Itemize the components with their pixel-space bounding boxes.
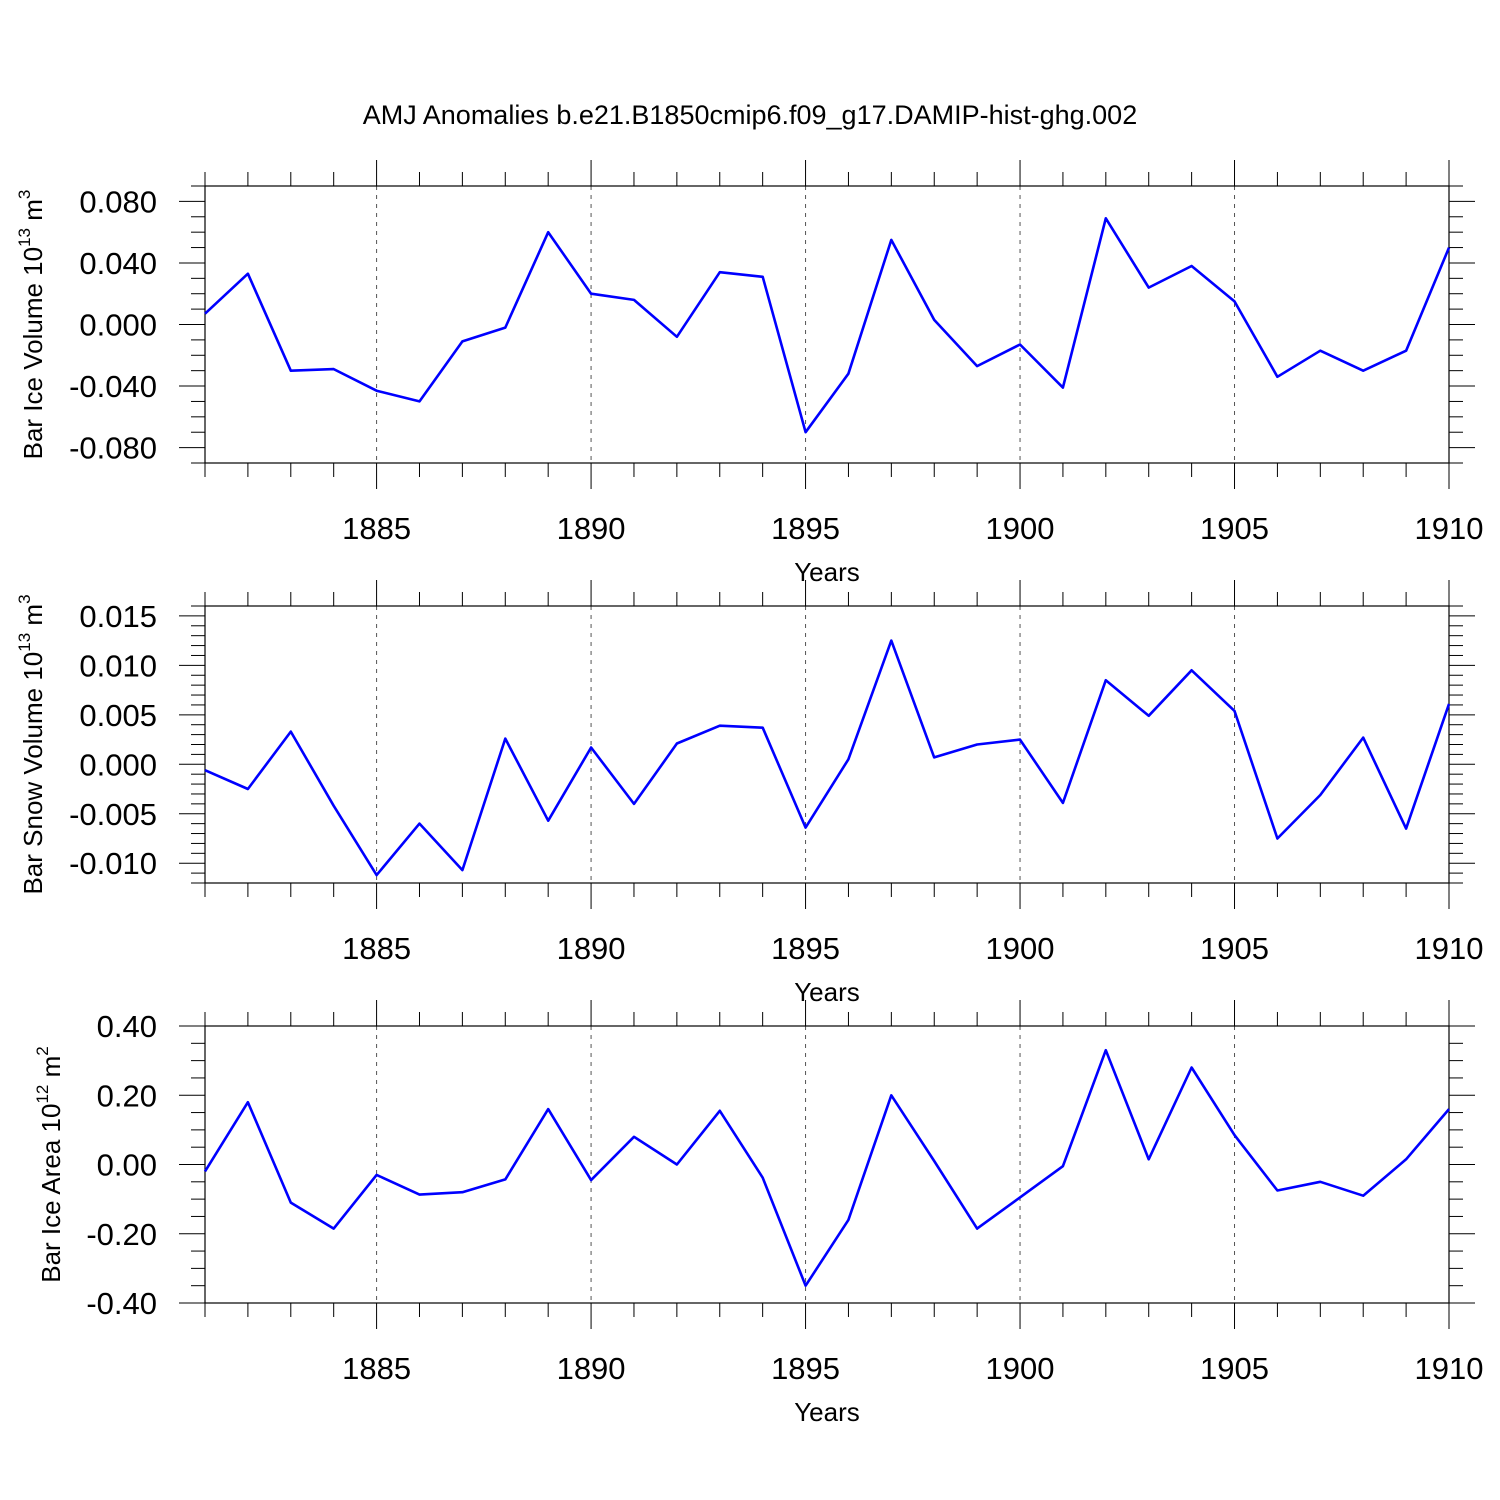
x-tick-label: 1900 [986, 511, 1055, 546]
plot-frame [204, 605, 1450, 884]
x-tick-label: 1910 [1415, 511, 1484, 546]
plot-frame [204, 185, 1450, 464]
y-tick-label: 0.20 [97, 1078, 157, 1113]
panel-1: 1885 1890 1895 1900 1905 1910 -0.080 -0.040 0.00… [15, 160, 1483, 587]
y-tick-label: 0.000 [79, 747, 157, 782]
x-tick-label: 1905 [1200, 1351, 1269, 1386]
panel-2: 1885 1890 1895 1900 1905 1910 -0.010 -0.005 0.00… [15, 580, 1483, 1007]
x-tick-label: 1895 [771, 931, 840, 966]
chart-title: AMJ Anomalies b.e21.B1850cmip6.f09_g17.D… [363, 100, 1137, 130]
y-tick-label: 0.040 [79, 246, 157, 281]
y-tick-label: -0.40 [86, 1286, 157, 1321]
x-tick-label: 1900 [986, 1351, 1055, 1386]
x-axis-label: Years [794, 977, 860, 1007]
y-tick-label: 0.000 [79, 308, 157, 343]
y-tick-label: 0.080 [79, 184, 157, 219]
x-tick-label: 1885 [342, 931, 411, 966]
x-tick-label: 1910 [1415, 931, 1484, 966]
panel-3: 1885 1890 1895 1900 1905 1910 -0.40 -0.20 0.00 0.… [33, 1000, 1483, 1427]
x-tick-label: 1910 [1415, 1351, 1484, 1386]
x-tick-label: 1900 [986, 931, 1055, 966]
x-tick-label: 1890 [557, 931, 626, 966]
x-tick-label: 1890 [557, 511, 626, 546]
x-tick-label: 1905 [1200, 931, 1269, 966]
x-tick-label: 1895 [771, 511, 840, 546]
x-axis-label: Years [794, 1397, 860, 1427]
y-tick-label: -0.005 [69, 797, 157, 832]
x-tick-label: 1885 [342, 511, 411, 546]
y-axis-label: Bar Snow Volume 1013 m3 [15, 594, 48, 894]
series-line [204, 639, 1451, 877]
y-tick-label: -0.040 [69, 369, 157, 404]
series-line [203, 1048, 1450, 1287]
y-tick-label: -0.080 [69, 431, 157, 466]
y-tick-label: 0.00 [97, 1148, 157, 1183]
x-tick-label: 1905 [1200, 511, 1269, 546]
x-tick-label: 1895 [771, 1351, 840, 1386]
x-axis-label: Years [794, 557, 860, 587]
y-tick-label: 0.005 [79, 698, 157, 733]
y-tick-label: 0.015 [79, 599, 157, 634]
y-tick-label: 0.40 [97, 1009, 157, 1044]
y-tick-label: 0.010 [79, 648, 157, 683]
plot-frame [204, 1025, 1450, 1304]
x-tick-label: 1890 [557, 1351, 626, 1386]
y-axis-label: Bar Ice Area 1012 m2 [33, 1046, 66, 1283]
y-tick-label: -0.010 [69, 846, 157, 881]
y-axis-label: Bar Ice Volume 1013 m3 [15, 190, 48, 460]
series-line [204, 217, 1451, 434]
x-tick-label: 1885 [342, 1351, 411, 1386]
y-tick-label: -0.20 [86, 1217, 157, 1252]
